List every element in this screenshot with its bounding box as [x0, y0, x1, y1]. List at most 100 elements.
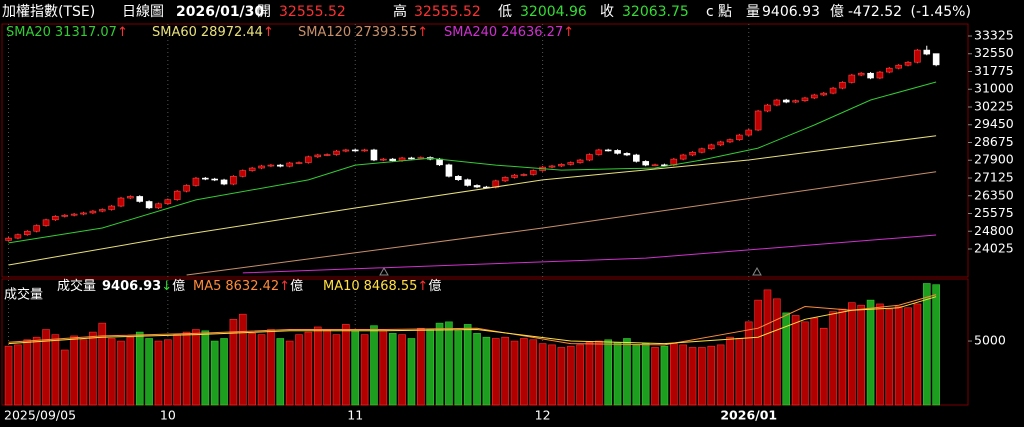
legend-arrow: ↑: [417, 25, 428, 40]
legend-unit: 億: [172, 278, 185, 294]
volume-bar: [510, 340, 519, 406]
candle-body: [661, 164, 668, 167]
volume-bar: [576, 344, 584, 406]
legend-unit: 億: [290, 278, 303, 294]
volume-bar: [894, 306, 903, 406]
volume-bar: [538, 343, 547, 406]
candle-body: [127, 196, 134, 199]
volume-bar: [726, 336, 734, 406]
volume-bar: [23, 339, 32, 406]
candle-body: [361, 149, 368, 152]
legend: SMA20 31317.07↑ SMA60 28972.44↑ SMA120 27393.…: [6, 25, 574, 40]
volume-bar: [351, 330, 360, 406]
candle-body: [454, 175, 462, 181]
candle-body: [464, 179, 471, 186]
open-value: 32555.52: [279, 4, 346, 20]
candle-body: [33, 225, 40, 232]
volume-bar: [295, 334, 303, 406]
candle-body: [192, 177, 200, 186]
volume-bar: [632, 344, 641, 406]
candle-body: [754, 110, 762, 131]
volume-bar: [248, 333, 256, 406]
symbol: 加權指數(TSE): [2, 4, 95, 20]
candle-body: [239, 170, 247, 177]
volume-bar: [922, 283, 931, 406]
x-tick-label: 2026/01: [720, 408, 777, 423]
volume-bar: [135, 331, 144, 406]
candle-body: [633, 154, 640, 162]
volume-bar: [89, 331, 97, 406]
candle-body: [145, 201, 153, 209]
candle-body: [548, 165, 556, 168]
candle-body: [511, 174, 518, 178]
volume-bar: [192, 329, 200, 406]
volume-bar: [238, 313, 247, 406]
volume-bar: [313, 326, 322, 406]
change: -472.52: [848, 4, 902, 20]
candle-body: [801, 97, 809, 101]
candle-body: [501, 177, 509, 182]
low-value: 32004.96: [520, 4, 587, 20]
volume-bar: [267, 329, 275, 406]
candle-body: [848, 74, 856, 83]
candle-body: [558, 164, 565, 167]
volume-bar: [201, 330, 210, 406]
volume-bar: [529, 339, 538, 406]
volume-bar: [304, 331, 313, 406]
volume-bar: [660, 345, 669, 406]
candle-body: [220, 179, 228, 185]
candle-body: [61, 214, 69, 217]
high-value: 32555.52: [414, 4, 481, 20]
line: [8, 135, 937, 266]
legend-arrow: ↑: [263, 25, 274, 40]
y-tick-label: 31000: [974, 81, 1014, 96]
y-tick-label: 26350: [974, 187, 1014, 202]
candle-body: [305, 156, 312, 163]
volume-bar: [557, 347, 566, 406]
candle-body: [595, 149, 603, 155]
volume-bar: [360, 334, 369, 406]
volume-bar: [417, 327, 425, 406]
volume-bar: [585, 342, 594, 406]
candle-body: [14, 234, 22, 239]
candle-body: [717, 141, 724, 146]
legend-value: 27393.55: [355, 25, 417, 40]
legend-unit: 億: [428, 278, 441, 294]
volume-bar: [4, 345, 13, 406]
low-label: 低: [498, 4, 512, 20]
legend-arrow: ↑: [417, 279, 428, 294]
volume-bar: [904, 307, 912, 406]
candle-body: [792, 100, 799, 103]
candle-body: [820, 92, 828, 96]
price-panel: [1, 23, 969, 278]
y-tick-label: 30225: [974, 98, 1014, 113]
candle-body: [267, 164, 275, 167]
volume-bar: [613, 342, 622, 406]
candle-body: [885, 67, 893, 73]
legend: 成交量 9406.93↓億 MA5 8632.42↑億 MA10 8468.55↑億: [57, 278, 441, 294]
volume-bar: [229, 318, 238, 406]
volume-label: 量: [746, 4, 760, 20]
volume-bar: [810, 317, 819, 406]
candle-body: [839, 82, 846, 89]
volume-bar: [342, 324, 350, 406]
candle-body: [80, 212, 87, 215]
candle-body: [614, 150, 621, 154]
period: 日線圖: [122, 4, 164, 20]
candle-body: [89, 210, 97, 214]
line: [242, 234, 937, 274]
candle-body: [23, 230, 31, 235]
volume-bar: [276, 338, 285, 406]
legend-value: 8632.42: [225, 279, 279, 294]
volume-bar: [323, 329, 331, 406]
open-label: 開: [257, 4, 271, 20]
volume-bar: [566, 345, 575, 406]
volume-bar: [744, 321, 753, 406]
legend-name: SMA60: [152, 25, 197, 40]
x-tick-label: 12: [535, 408, 551, 423]
legend-arrow: ↓: [161, 279, 172, 294]
candle-body: [370, 149, 378, 161]
volume-bar: [913, 303, 922, 406]
